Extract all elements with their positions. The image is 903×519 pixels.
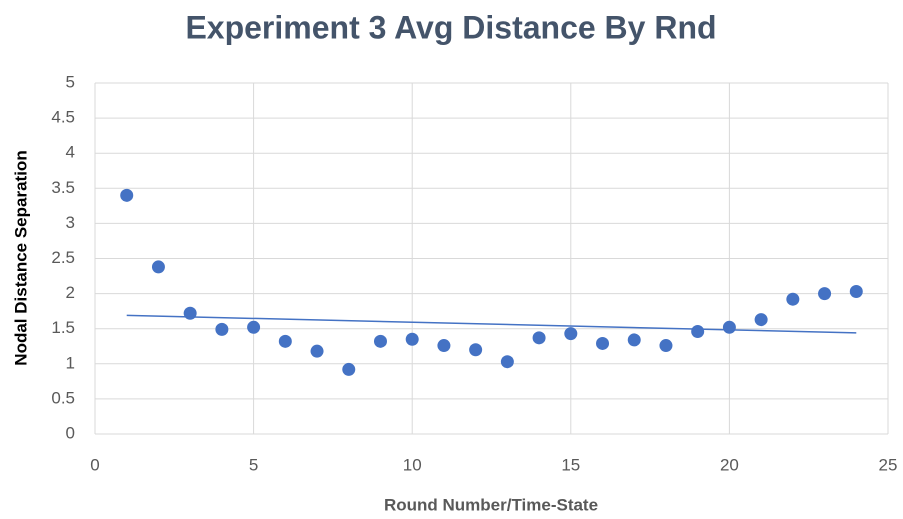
point — [786, 292, 800, 306]
point — [500, 355, 514, 369]
y-tick-label: 0.5 — [51, 388, 75, 407]
y-tick-label: 3 — [66, 213, 75, 232]
x-tick-label: 15 — [561, 455, 580, 474]
x-tick-label: 20 — [720, 455, 739, 474]
point — [247, 320, 261, 334]
point — [310, 344, 324, 358]
y-tick-label: 1 — [66, 353, 75, 372]
x-tick-label: 25 — [879, 455, 898, 474]
point — [405, 332, 419, 346]
point — [151, 260, 165, 274]
y-tick-label: 1.5 — [51, 318, 75, 337]
point — [183, 306, 197, 320]
y-tick-label: 4 — [66, 143, 75, 162]
y-tick-label: 2 — [66, 283, 75, 302]
point — [659, 339, 673, 353]
point — [691, 325, 705, 339]
point — [532, 331, 546, 345]
point — [342, 362, 356, 376]
point — [437, 339, 451, 353]
point — [120, 188, 134, 202]
point — [849, 284, 863, 298]
point — [818, 287, 832, 301]
point — [627, 333, 641, 347]
y-tick-label: 2.5 — [51, 248, 75, 267]
x-axis-label: Round Number/Time-State — [384, 495, 598, 514]
point — [596, 336, 610, 350]
x-tick-label: 5 — [249, 455, 258, 474]
x-tick-label: 0 — [90, 455, 99, 474]
point — [373, 334, 387, 348]
x-tick-label: 10 — [403, 455, 422, 474]
y-tick-label: 4.5 — [51, 108, 75, 127]
y-axis-label: Nodal Distance Separation — [11, 150, 30, 365]
y-tick-label: 5 — [66, 72, 75, 91]
point — [754, 313, 768, 327]
point — [564, 327, 578, 341]
point — [469, 343, 483, 357]
chart-title: Experiment 3 Avg Distance By Rnd — [185, 9, 716, 45]
point — [278, 334, 292, 348]
trendline — [126, 314, 857, 334]
point — [215, 322, 229, 336]
point — [722, 320, 736, 334]
y-tick-label: 3.5 — [51, 178, 75, 197]
y-tick-label: 0 — [66, 423, 75, 442]
